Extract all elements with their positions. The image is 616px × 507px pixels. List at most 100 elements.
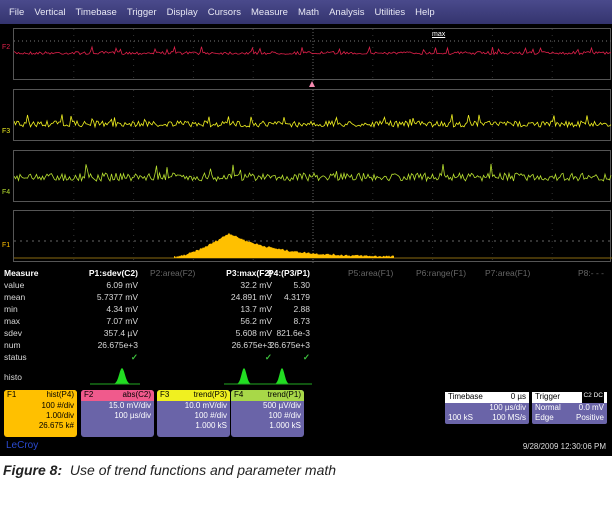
function-box-f1[interactable]: F1 hist(P4)100 #/div1.00/div26.675 k# bbox=[4, 390, 77, 437]
status-check-icon: ✓ bbox=[303, 352, 310, 363]
menu-item-measure[interactable]: Measure bbox=[251, 7, 288, 18]
trigger-marker-icon[interactable] bbox=[309, 81, 315, 87]
menu-item-vertical[interactable]: Vertical bbox=[34, 7, 65, 18]
measure-value: 32.2 mV bbox=[240, 280, 272, 290]
measure-value: 8.73 bbox=[293, 316, 310, 326]
function-setting: 100 #/div bbox=[231, 411, 304, 421]
measure-value: 4.34 mV bbox=[106, 304, 138, 314]
function-header: F4 trend(P1) bbox=[231, 390, 304, 401]
menu-item-analysis[interactable]: Analysis bbox=[329, 7, 364, 18]
screenshot: File Vertical Timebase Trigger Display Cursor… bbox=[0, 0, 616, 507]
function-box-f4[interactable]: F4trend(P1)500 µV/div100 #/div1.000 kS bbox=[231, 390, 304, 437]
menu-item-display[interactable]: Display bbox=[167, 7, 198, 18]
measure-row-label: mean bbox=[4, 292, 25, 302]
trace-label-f3: F3 bbox=[2, 128, 10, 135]
trigger-type: Edge bbox=[535, 413, 554, 423]
trace-label-f4: F4 bbox=[2, 189, 10, 196]
timebase-rate: 100 MS/s bbox=[492, 413, 526, 423]
measure-value: 5.608 mV bbox=[236, 328, 272, 338]
lecroy-logo: LeCroy bbox=[6, 440, 38, 451]
trace-f1-histogram bbox=[14, 211, 612, 263]
function-name: F2 bbox=[84, 390, 93, 401]
measure-value: 2.88 bbox=[293, 304, 310, 314]
function-setting: 100 #/div bbox=[4, 401, 77, 411]
measure-value: 5.7377 mV bbox=[97, 292, 138, 302]
timebase-delay: 0 µs bbox=[511, 392, 526, 403]
function-box-f3[interactable]: F3trend(P3)10.0 mV/div100 #/div1.000 kS bbox=[157, 390, 230, 437]
measure-column-header[interactable]: P2:area(F2) bbox=[150, 268, 195, 278]
menu-item-math[interactable]: Math bbox=[298, 7, 319, 18]
trace-f3 bbox=[14, 90, 612, 142]
menu-item-cursors[interactable]: Cursors bbox=[208, 7, 241, 18]
measure-title: Measure bbox=[4, 268, 39, 278]
measure-column-header[interactable]: P8:- - - bbox=[578, 268, 604, 278]
function-setting: 100 µs/div bbox=[81, 411, 154, 421]
measure-row-label: max bbox=[4, 316, 20, 326]
measure-row-label: min bbox=[4, 304, 18, 314]
max-marker-label: max bbox=[432, 31, 445, 38]
trigger-slope: Positive bbox=[576, 413, 604, 423]
timebase-per-div: 100 µs/div bbox=[489, 403, 526, 413]
trace-grid-f1 bbox=[13, 210, 611, 262]
function-box-f2[interactable]: F2 abs(C2)15.0 mV/div100 µs/div bbox=[81, 390, 154, 437]
caption-label: Figure 8: bbox=[3, 462, 62, 478]
function-operation: trend(P1) bbox=[268, 390, 301, 401]
measure-value: 5.30 bbox=[293, 280, 310, 290]
function-name: F3 bbox=[160, 390, 169, 401]
measure-value: 13.7 mV bbox=[240, 304, 272, 314]
measure-value: 357.4 µV bbox=[104, 328, 138, 338]
function-header: F1 hist(P4) bbox=[4, 390, 77, 401]
function-setting: 1.00/div bbox=[4, 411, 77, 421]
trace-grid-f2 bbox=[13, 28, 611, 80]
function-header: F2 abs(C2) bbox=[81, 390, 154, 401]
measure-value: 56.2 mV bbox=[240, 316, 272, 326]
status-check-icon: ✓ bbox=[265, 352, 272, 363]
function-name: F1 bbox=[7, 390, 16, 401]
measure-value: 26.675e+3 bbox=[270, 340, 310, 350]
trigger-mode: Normal bbox=[535, 403, 561, 413]
trace-f4 bbox=[14, 151, 612, 203]
menu-item-utilities[interactable]: Utilities bbox=[374, 7, 405, 18]
function-operation: abs(C2) bbox=[123, 390, 151, 401]
menu-item-timebase[interactable]: Timebase bbox=[75, 7, 116, 18]
timestamp: 9/28/2009 12:30:06 PM bbox=[523, 442, 606, 451]
menu-item-trigger[interactable]: Trigger bbox=[127, 7, 157, 18]
trigger-source: C2 DC bbox=[582, 392, 604, 403]
trace-f2 bbox=[14, 29, 612, 81]
measure-value: 24.891 mV bbox=[231, 292, 272, 302]
histo-thumbnail bbox=[90, 366, 140, 386]
measure-row-label: status bbox=[4, 352, 27, 362]
measure-column-header[interactable]: P4:(P3/P1) bbox=[268, 268, 310, 278]
trace-grid-f3 bbox=[13, 89, 611, 141]
function-header: F3trend(P3) bbox=[157, 390, 230, 401]
function-name: F4 bbox=[234, 390, 243, 401]
trace-grid-f4 bbox=[13, 150, 611, 202]
function-setting: 500 µV/div bbox=[231, 401, 304, 411]
measure-value: 6.09 mV bbox=[106, 280, 138, 290]
timebase-samples: 100 kS bbox=[448, 413, 473, 423]
menu-item-help[interactable]: Help bbox=[415, 7, 435, 18]
measure-value: 7.07 mV bbox=[106, 316, 138, 326]
measure-value: 26.675e+3 bbox=[232, 340, 272, 350]
measure-column-header[interactable]: P5:area(F1) bbox=[348, 268, 393, 278]
measure-value: 26.675e+3 bbox=[98, 340, 138, 350]
function-setting: 15.0 mV/div bbox=[81, 401, 154, 411]
measure-column-header[interactable]: P1:sdev(C2) bbox=[89, 268, 138, 278]
measure-column-header[interactable]: P6:range(F1) bbox=[416, 268, 466, 278]
measure-value: 821.6e-3 bbox=[276, 328, 310, 338]
histo-thumbnail bbox=[262, 366, 312, 386]
measure-column-header[interactable]: P3:max(F2) bbox=[226, 268, 272, 278]
menu-bar: File Vertical Timebase Trigger Display Cursor… bbox=[0, 0, 612, 24]
measure-column-header[interactable]: P7:area(F1) bbox=[485, 268, 530, 278]
timebase-title: Timebase bbox=[448, 392, 483, 403]
menu-item-file[interactable]: File bbox=[9, 7, 24, 18]
oscilloscope-screen: File Vertical Timebase Trigger Display Cursor… bbox=[0, 0, 612, 456]
function-operation: hist(P4) bbox=[46, 390, 74, 401]
function-setting: 26.675 k# bbox=[4, 421, 77, 431]
trace-label-f2: F2 bbox=[2, 44, 10, 51]
trigger-box[interactable]: TriggerC2 DC Normal0.0 mV EdgePositive bbox=[532, 392, 607, 424]
function-setting: 10.0 mV/div bbox=[157, 401, 230, 411]
caption-text: Use of trend functions and parameter mat… bbox=[70, 462, 336, 478]
timebase-box[interactable]: Timebase 0 µs 100 µs/div 100 kS 100 MS/s bbox=[445, 392, 529, 424]
measure-row-label: sdev bbox=[4, 328, 22, 338]
